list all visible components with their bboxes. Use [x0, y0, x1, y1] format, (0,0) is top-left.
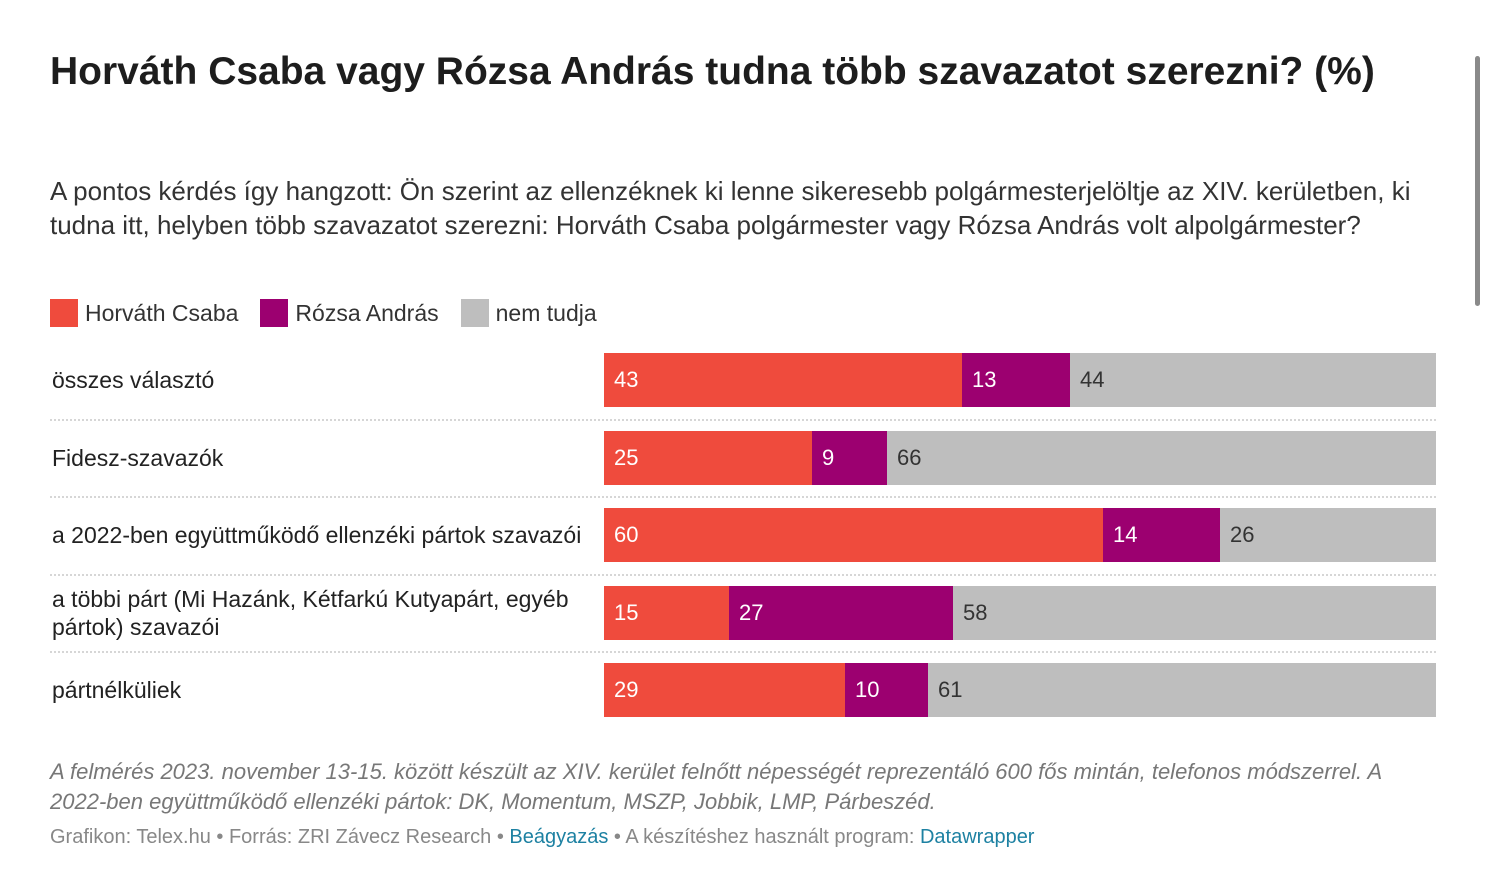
- data-label: 27: [739, 599, 764, 625]
- bar-segment: 14: [1103, 508, 1220, 562]
- bar-segment: 66: [887, 430, 1436, 485]
- bar-segment: 44: [1070, 353, 1436, 407]
- bar-segment: 58: [953, 585, 1436, 640]
- datawrapper-link[interactable]: Datawrapper: [919, 826, 1035, 848]
- bar-segment: 29: [604, 663, 845, 717]
- bar-row: 43 13 44: [604, 353, 1436, 407]
- legend-label: nem tudja: [495, 299, 597, 326]
- category-label: a 2022-ben együttműködő ellenzéki pártok…: [52, 522, 582, 548]
- legend-item: nem tudja: [460, 299, 597, 327]
- bar-row: 15 27 58: [604, 585, 1436, 640]
- legend-label: Horváth Csaba: [85, 299, 239, 326]
- category-label: összes választó: [52, 367, 215, 393]
- embed-link[interactable]: Beágyazás: [509, 826, 609, 848]
- category-label: Fidesz-szavazók: [52, 444, 224, 471]
- data-label: 43: [614, 367, 639, 392]
- footer-separator: •: [608, 826, 626, 848]
- footer-separator: •: [491, 826, 510, 848]
- bar-segment: 10: [845, 663, 928, 717]
- data-label: 14: [1113, 522, 1138, 547]
- legend: Horváth Csaba Rózsa András nem tudja: [50, 298, 619, 328]
- legend-label: Rózsa András: [295, 299, 439, 326]
- data-label: 61: [938, 677, 963, 702]
- bar-row: 25 9 66: [604, 430, 1436, 485]
- row-separator: [50, 496, 1436, 498]
- bar-segment: 60: [604, 508, 1103, 562]
- data-label: 25: [614, 444, 639, 470]
- footer-source: Forrás: ZRI Závecz Research: [228, 826, 492, 848]
- row-separator: [50, 419, 1436, 421]
- data-label: 58: [963, 599, 988, 625]
- data-label: 10: [855, 677, 880, 702]
- row-separator: [50, 651, 1436, 653]
- legend-item: Horváth Csaba: [50, 299, 238, 327]
- data-label: 44: [1080, 367, 1105, 392]
- chart-notes: A felmérés 2023. november 13-15. között …: [50, 759, 1382, 814]
- bar-segment: 9: [812, 430, 887, 485]
- bar-segment: 25: [604, 430, 812, 485]
- legend-swatch: [260, 299, 289, 327]
- bar-segment: 26: [1220, 508, 1436, 562]
- data-label: 66: [897, 444, 922, 470]
- category-label: a többi párt (Mi Hazánk, Kétfarkú Kutyap…: [52, 585, 569, 640]
- category-label: pártnélküliek: [52, 677, 182, 703]
- bar-segment: 61: [928, 663, 1436, 717]
- data-label: 60: [614, 522, 639, 547]
- data-label: 15: [614, 599, 639, 625]
- row-separator: [50, 574, 1436, 576]
- data-label: 13: [972, 367, 997, 392]
- footer-separator: •: [210, 826, 229, 848]
- chart-title: Horváth Csaba vagy Rózsa András tudna tö…: [50, 50, 1375, 93]
- legend-swatch: [460, 299, 489, 327]
- data-label: 29: [614, 677, 639, 702]
- bar-segment: 13: [962, 353, 1070, 407]
- footer-tool-text: A készítéshez használt program:: [625, 826, 920, 848]
- bar-row: 60 14 26: [604, 508, 1436, 562]
- bar-row: 29 10 61: [604, 663, 1436, 717]
- legend-swatch: [50, 299, 78, 327]
- legend-item: Rózsa András: [260, 299, 439, 327]
- data-label: 26: [1230, 522, 1255, 547]
- data-label: 9: [822, 444, 835, 470]
- chart-subtitle: A pontos kérdés így hangzott: Ön szerint…: [50, 176, 1411, 240]
- footer: Grafikon: Telex.hu • Forrás: ZRI Závecz …: [50, 826, 1034, 849]
- footer-graphic-credit: Grafikon: Telex.hu: [50, 826, 211, 848]
- bar-segment: 27: [729, 585, 953, 640]
- bar-segment: 15: [604, 585, 729, 640]
- scrollbar[interactable]: [1475, 56, 1480, 306]
- bar-segment: 43: [604, 353, 962, 407]
